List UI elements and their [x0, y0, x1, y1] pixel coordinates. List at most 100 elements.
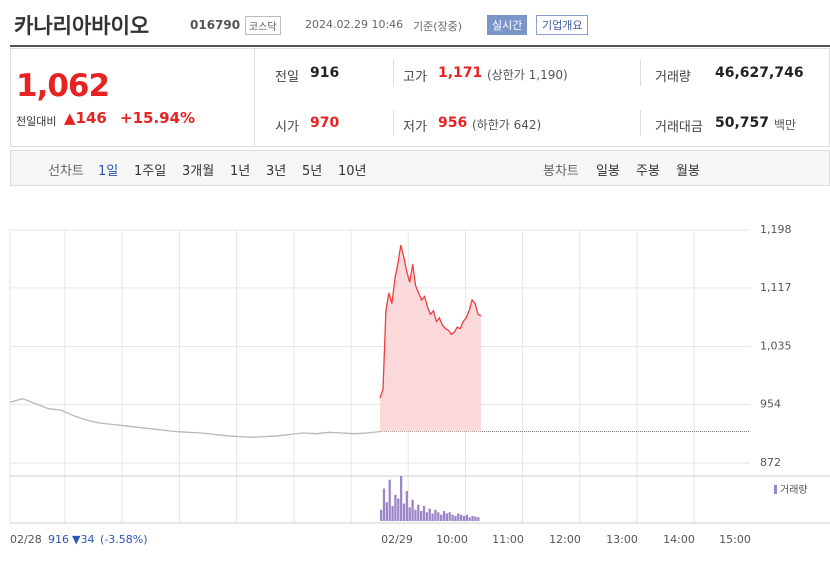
volume-bar: [417, 504, 420, 521]
info-label: 시가: [275, 120, 299, 135]
tab[interactable]: 일봉: [596, 164, 620, 179]
tab[interactable]: 월봉: [676, 164, 700, 179]
tab-bar: [10, 150, 830, 186]
separator: [640, 60, 641, 86]
volume-bar: [400, 476, 403, 521]
info-value: 956: [438, 115, 468, 131]
prev-pct: (-3.58%): [100, 533, 148, 546]
volume-bar: [402, 503, 406, 521]
x-label: 13:00: [606, 533, 638, 546]
volume-bar: [440, 514, 443, 521]
separator: [393, 110, 394, 136]
x-label: 15:00: [719, 533, 751, 546]
x-label: 02/28: [10, 533, 42, 546]
stock-name: 카나리아바이오: [14, 14, 150, 38]
company-button[interactable]: 기업개요: [536, 15, 589, 35]
volume-bar: [385, 502, 388, 521]
volume-bar: [422, 506, 426, 521]
y-tick-label: 1,198: [760, 223, 792, 236]
tab[interactable]: 3개월: [182, 164, 215, 179]
x-label: 12:00: [549, 533, 581, 546]
change-value: 146: [75, 109, 107, 127]
price-line: [379, 244, 482, 399]
volume-bar: [380, 509, 383, 521]
volume-legend-swatch: [774, 485, 777, 494]
info-sub: (하한가 642): [472, 118, 542, 132]
volume-bar: [442, 511, 446, 521]
tab[interactable]: 주봉: [636, 164, 660, 179]
volume-bar: [425, 512, 428, 521]
volume-bar: [437, 512, 440, 521]
info-label: 거래량: [655, 70, 691, 85]
prev-change: ▼34: [72, 533, 94, 546]
tab[interactable]: 1년: [230, 164, 251, 179]
volume-bar: [451, 514, 454, 521]
volume-bar: [445, 513, 448, 521]
divider: [10, 45, 830, 47]
volume-bar: [457, 513, 460, 521]
volume-bar: [468, 517, 471, 521]
volume-bar: [460, 514, 463, 521]
change: ▲146: [64, 109, 107, 127]
separator: [640, 110, 641, 136]
x-label: 11:00: [492, 533, 524, 546]
volume-legend: 거래량: [780, 484, 808, 496]
prev-line: [9, 398, 381, 438]
tab[interactable]: 1주일: [134, 164, 167, 179]
info-value: 1,171: [438, 65, 483, 81]
info-label: 저가: [403, 120, 427, 135]
info-value: 46,627,746: [715, 65, 804, 81]
info-label: 거래대금: [655, 120, 703, 135]
volume-bar: [408, 507, 411, 521]
volume-bar: [434, 509, 437, 521]
volume-bar: [462, 516, 466, 521]
volume-bar: [431, 513, 434, 521]
volume-bar: [397, 498, 400, 521]
volume-bar: [454, 516, 457, 521]
volume-bar: [428, 508, 431, 521]
datetime: 2024.02.29 10:46: [305, 18, 404, 31]
info-sub: 백만: [774, 118, 797, 132]
info-value: 916: [310, 65, 340, 81]
volume-bar: [414, 509, 417, 521]
x-label: 02/29: [381, 533, 413, 546]
tab[interactable]: 5년: [302, 164, 323, 179]
info-label: 고가: [403, 70, 427, 85]
info-value: 50,757: [715, 115, 770, 131]
info-sub: (상한가 1,190): [487, 68, 568, 82]
y-tick-label: 954: [760, 397, 781, 410]
tab-label: 선차트: [48, 164, 84, 179]
info-box: [255, 48, 830, 147]
info-value: 970: [310, 115, 340, 131]
volume-bar: [411, 499, 414, 521]
tab[interactable]: 3년: [266, 164, 287, 179]
y-tick-label: 1,035: [760, 340, 792, 353]
tab[interactable]: 1일: [98, 164, 119, 179]
volume-bar: [394, 494, 397, 521]
area: [380, 245, 481, 432]
chart: 1,198 1,117 1,035 954 872 거래량 02/28 916 ▼34 (-3.5…: [9, 223, 830, 546]
volume-bar: [474, 516, 477, 521]
volume-bar: [448, 512, 451, 521]
info-label: 전일: [275, 70, 299, 85]
separator: [393, 60, 394, 86]
basis: 기준(장중): [413, 20, 463, 33]
volume-bar: [388, 479, 391, 521]
volume-bar: [405, 491, 408, 521]
volume-bar: [465, 514, 468, 521]
y-tick-label: 872: [760, 456, 781, 469]
x-label: 14:00: [663, 533, 695, 546]
stock-code: 016790: [190, 18, 241, 32]
realtime-button[interactable]: 실시간: [487, 15, 528, 35]
change-label: 전일대비: [16, 115, 57, 128]
x-label: 10:00: [436, 533, 468, 546]
volume-bar: [391, 506, 394, 521]
tab[interactable]: 10년: [338, 164, 367, 179]
current-price: 1,062: [16, 68, 110, 104]
volume-bar: [420, 511, 423, 521]
volume-bar: [471, 516, 474, 521]
tab-label: 봉차트: [543, 164, 579, 179]
market-badge: 코스닥: [245, 16, 281, 35]
y-tick-label: 1,117: [760, 281, 792, 294]
